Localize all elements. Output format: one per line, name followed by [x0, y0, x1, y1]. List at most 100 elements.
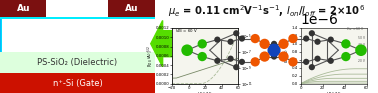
Bar: [0, 17, 1, 52]
Bar: [0, 17, 1, 52]
Point: [280, 56, 287, 57]
Bar: [0, 17, 1, 52]
Bar: [0, 17, 1, 52]
Point: [314, 58, 321, 59]
Bar: [0, 17, 1, 52]
Bar: [0, 17, 1, 52]
Bar: [0, 17, 2, 52]
Bar: [1, 17, 2, 52]
Bar: [0, 17, 1, 52]
Bar: [1, 17, 2, 52]
Bar: [0, 17, 1, 52]
Bar: [1, 17, 2, 52]
Bar: [0, 17, 1, 52]
Text: Au: Au: [17, 4, 30, 13]
Bar: [0, 17, 1, 52]
Bar: [0, 17, 1, 52]
Point: [199, 56, 205, 57]
Bar: [0, 17, 1, 52]
Bar: [0, 17, 1, 52]
Point: [271, 43, 277, 45]
Point: [343, 56, 349, 57]
Bar: [0, 17, 1, 52]
X-axis label: $V_{DS}$ (V): $V_{DS}$ (V): [325, 91, 342, 93]
Bar: [0, 17, 1, 52]
Bar: [1, 17, 2, 52]
Text: $V_{DS}$ = 60 V: $V_{DS}$ = 60 V: [175, 27, 198, 35]
Bar: [1, 17, 2, 52]
Bar: [0, 17, 1, 52]
Bar: [0, 17, 2, 52]
Bar: [0, 17, 1, 52]
Bar: [1, 17, 2, 52]
Bar: [0, 17, 1, 52]
Bar: [0, 17, 1, 52]
Bar: [0, 17, 1, 52]
Bar: [0, 17, 1, 52]
Bar: [1, 17, 2, 52]
Bar: [1, 17, 2, 52]
Bar: [0, 17, 1, 52]
Bar: [1, 17, 2, 52]
Point: [358, 49, 364, 51]
Bar: [1, 17, 2, 52]
Bar: [0, 17, 1, 52]
X-axis label: $V_{GS}$ (V): $V_{GS}$ (V): [197, 91, 213, 93]
Bar: [0, 17, 1, 52]
Bar: [0, 17, 1, 52]
Bar: [1, 17, 2, 52]
Bar: [1, 17, 2, 52]
Bar: [0, 17, 1, 52]
Bar: [1, 17, 2, 52]
Bar: [0, 17, 1, 52]
Point: [290, 61, 296, 63]
Bar: [0, 17, 1, 52]
Bar: [0, 17, 1, 52]
Bar: [1, 17, 2, 52]
Bar: [108, 0, 155, 17]
Bar: [0, 17, 1, 52]
Point: [262, 56, 268, 57]
Bar: [1, 17, 2, 52]
Point: [233, 66, 239, 68]
Bar: [0, 17, 1, 52]
Point: [309, 66, 315, 68]
Point: [239, 61, 245, 63]
Bar: [0, 17, 1, 52]
Bar: [0, 17, 1, 52]
Bar: [0, 17, 1, 52]
Point: [228, 58, 234, 59]
Bar: [1, 17, 2, 52]
Bar: [0, 17, 1, 52]
Bar: [0, 17, 2, 52]
Bar: [0, 17, 1, 52]
Bar: [0, 17, 1, 52]
Bar: [0, 17, 1, 52]
Bar: [0, 17, 1, 52]
Point: [239, 38, 245, 39]
Bar: [1, 17, 2, 52]
Bar: [0, 17, 1, 52]
Bar: [0, 17, 1, 52]
Bar: [0, 17, 1, 52]
Bar: [0, 17, 1, 52]
Bar: [0, 17, 1, 52]
Bar: [0, 17, 2, 52]
Point: [233, 33, 239, 34]
Bar: [1, 17, 2, 52]
Bar: [0, 17, 1, 52]
Bar: [0, 17, 1, 52]
Bar: [1, 17, 2, 52]
Point: [280, 43, 287, 45]
Bar: [0, 17, 1, 52]
Bar: [0, 17, 1, 52]
Bar: [0, 17, 1, 52]
Bar: [0, 52, 155, 73]
Bar: [1, 17, 2, 52]
Bar: [0, 17, 1, 52]
Bar: [0, 17, 155, 19]
Bar: [0, 17, 1, 52]
Bar: [1, 17, 2, 52]
Bar: [0, 17, 1, 52]
Bar: [46, 0, 108, 17]
